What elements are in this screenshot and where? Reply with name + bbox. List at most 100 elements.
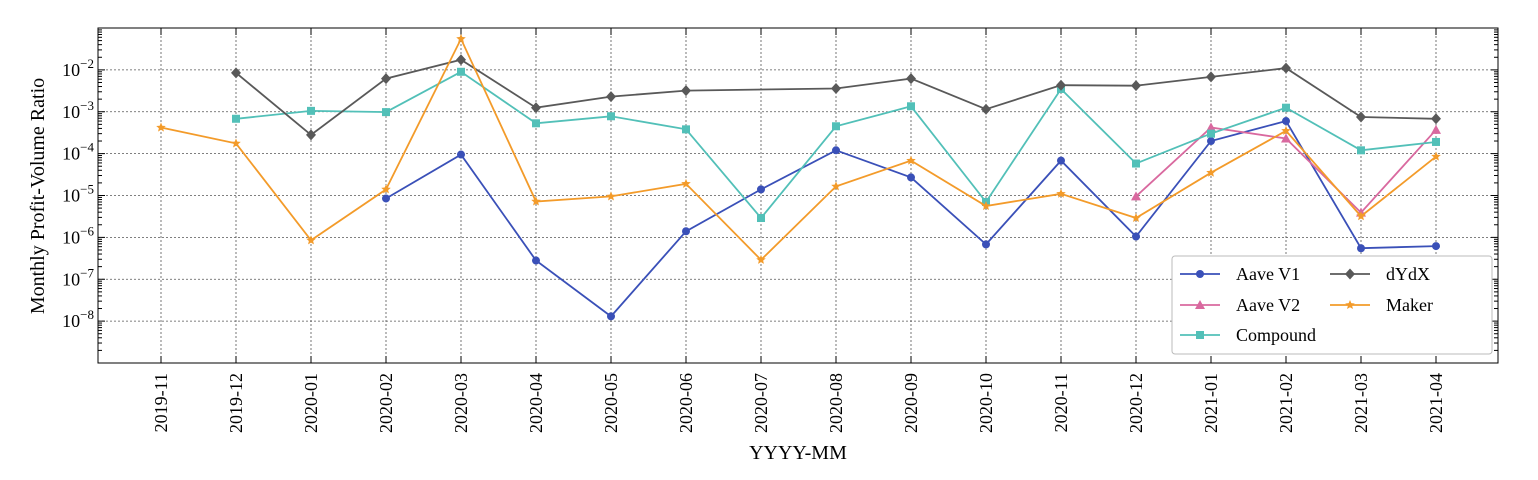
x-tick-label: 2020-06 [676, 373, 696, 433]
data-point-compound [232, 114, 240, 123]
axis-ticks [98, 28, 1498, 363]
data-point-compound [1357, 146, 1365, 155]
data-point-maker [606, 191, 616, 201]
data-point-dydx [606, 91, 616, 103]
legend-label-dydx: dYdX [1386, 264, 1430, 284]
legend: Aave V1 Aave V2 Compound dYdX Maker [1171, 255, 1493, 355]
data-point-maker [1356, 211, 1366, 221]
data-point-maker [1281, 125, 1291, 135]
x-tick-label: 2020-09 [901, 373, 921, 433]
x-tick-label: 2021-04 [1426, 373, 1446, 433]
x-tick-label: 2020-12 [1126, 373, 1146, 433]
data-point-compound [757, 214, 765, 223]
data-point-maker [1431, 151, 1441, 161]
data-point-maker [906, 155, 916, 165]
data-point-aave-v2 [1206, 122, 1216, 132]
x-axis-label: YYYY-MM [749, 442, 847, 464]
data-point-compound [907, 102, 915, 111]
data-point-maker [456, 33, 466, 43]
data-point-aave-v1 [1057, 156, 1065, 165]
data-point-aave-v1 [832, 146, 840, 155]
legend-label-compound: Compound [1236, 325, 1316, 345]
series-maker [156, 33, 1441, 264]
legend-marker-compound [1196, 331, 1204, 339]
data-point-compound [682, 125, 690, 134]
data-point-maker [981, 201, 991, 211]
x-tick-label: 2020-11 [1051, 373, 1071, 432]
legend-label-maker: Maker [1386, 295, 1433, 315]
data-point-dydx [381, 73, 391, 85]
x-tick-label: 2020-08 [826, 373, 846, 433]
data-point-dydx [831, 82, 841, 94]
data-point-aave-v1 [382, 194, 390, 203]
data-point-maker [1206, 167, 1216, 177]
data-point-maker [756, 254, 766, 264]
y-tick-label: 10−6 [62, 223, 94, 247]
y-tick-labels: 10−2 10−3 10−4 10−5 10−6 10−7 10−8 [62, 56, 94, 331]
x-tick-label: 2021-03 [1351, 373, 1371, 433]
legend-marker-aave-v2 [1195, 300, 1205, 309]
data-point-aave-v2 [1131, 191, 1141, 201]
data-point-dydx [1356, 111, 1366, 123]
y-axis-label: Monthly Profit-Volume Ratio [27, 78, 49, 314]
x-tick-label: 2019-11 [151, 373, 171, 432]
series-dydx [231, 54, 1441, 141]
data-point-compound [382, 108, 390, 117]
data-point-maker [831, 181, 841, 191]
x-tick-label: 2021-02 [1276, 373, 1296, 433]
data-point-maker [156, 122, 166, 132]
data-point-dydx [306, 129, 316, 141]
series-line-dydx [235, 58, 1437, 137]
x-tick-label: 2021-01 [1201, 373, 1221, 433]
y-tick-label: 10−5 [62, 182, 94, 206]
x-tick-label: 2019-12 [226, 373, 246, 433]
legend-marker-dydx [1345, 268, 1355, 280]
data-point-aave-v1 [1207, 137, 1215, 146]
y-tick-label: 10−8 [62, 307, 94, 331]
data-point-maker [231, 138, 241, 148]
data-point-dydx [1281, 62, 1291, 74]
data-point-dydx [1131, 80, 1141, 92]
data-point-aave-v1 [682, 227, 690, 236]
data-point-compound [532, 119, 540, 128]
y-tick-label: 10−2 [62, 56, 94, 80]
data-point-aave-v2 [1431, 124, 1441, 134]
x-tick-label: 2020-01 [301, 373, 321, 433]
data-point-aave-v2 [1281, 133, 1291, 143]
data-point-dydx [456, 54, 466, 66]
x-tick-label: 2020-10 [976, 373, 996, 433]
data-point-dydx [1056, 79, 1066, 91]
data-point-compound [1207, 129, 1215, 138]
y-tick-label: 10−7 [62, 265, 94, 289]
x-tick-label: 2020-03 [451, 373, 471, 433]
y-tick-label: 10−3 [62, 98, 94, 122]
data-point-dydx [231, 67, 241, 79]
data-point-aave-v1 [1132, 232, 1140, 241]
data-point-compound [307, 106, 315, 115]
data-point-dydx [531, 102, 541, 114]
data-point-compound [1432, 137, 1440, 146]
data-point-compound [832, 122, 840, 131]
series-line-maker [160, 36, 1437, 262]
x-tick-label: 2020-02 [376, 373, 396, 433]
data-point-maker [306, 235, 316, 245]
data-point-aave-v1 [457, 150, 465, 159]
data-point-maker [1131, 213, 1141, 223]
data-point-aave-v1 [1432, 242, 1440, 251]
y-tick-label: 10−4 [62, 140, 94, 164]
legend-marker-aave-v1 [1196, 270, 1204, 278]
legend-label-aave-v1: Aave V1 [1236, 264, 1300, 284]
data-point-compound [1132, 159, 1140, 168]
data-point-maker [681, 178, 691, 188]
data-point-aave-v1 [757, 185, 765, 194]
data-point-aave-v1 [1282, 117, 1290, 126]
data-point-aave-v1 [1357, 244, 1365, 253]
data-point-dydx [1431, 113, 1441, 125]
data-point-dydx [681, 85, 691, 97]
data-point-aave-v1 [982, 240, 990, 249]
series-aave-v1 [382, 117, 1440, 321]
data-point-dydx [981, 103, 991, 115]
data-point-compound [457, 67, 465, 76]
